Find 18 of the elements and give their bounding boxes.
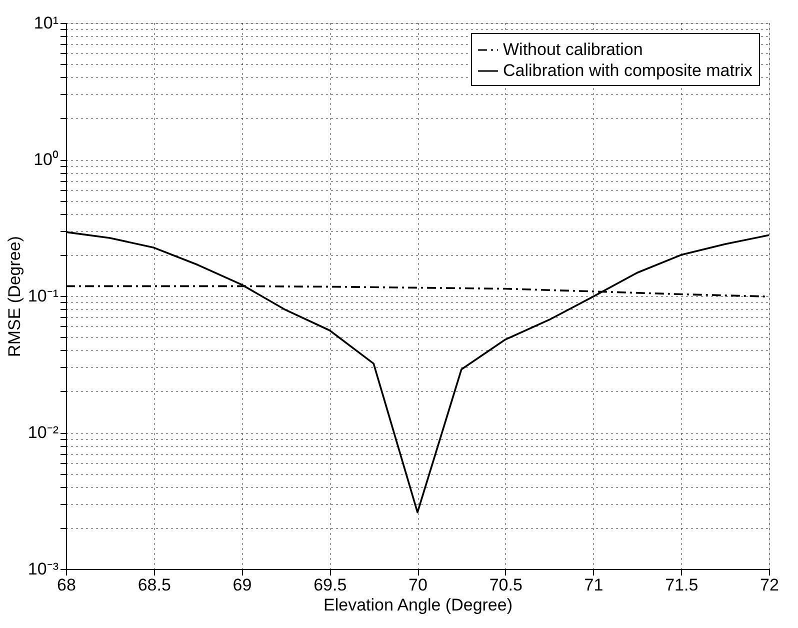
legend-label: Calibration with composite matrix xyxy=(503,61,753,80)
x-tick-label: 71 xyxy=(584,576,604,594)
x-tick-label: 70.5 xyxy=(489,576,522,594)
x-tick-label: 68.5 xyxy=(138,576,171,594)
x-tick-label: 69 xyxy=(232,576,252,594)
x-tick-label: 69.5 xyxy=(314,576,347,594)
y-tick-label: 10⁰ xyxy=(34,150,58,169)
x-tick-label: 71.5 xyxy=(665,576,698,594)
legend-label: Without calibration xyxy=(503,40,643,59)
y-tick-label: 10⁻³ xyxy=(28,560,59,578)
x-tick-label: 68 xyxy=(57,576,76,594)
y-tick-label: 10⁻¹ xyxy=(28,286,59,306)
x-tick-label: 70 xyxy=(408,576,428,594)
y-axis-title: RMSE (Degree) xyxy=(4,236,24,357)
x-axis-title: Elevation Angle (Degree) xyxy=(323,596,513,614)
y-tick-label: 10¹ xyxy=(34,14,59,32)
y-tick-label: 10⁻² xyxy=(28,423,59,442)
x-tick-label: 72 xyxy=(760,576,779,594)
